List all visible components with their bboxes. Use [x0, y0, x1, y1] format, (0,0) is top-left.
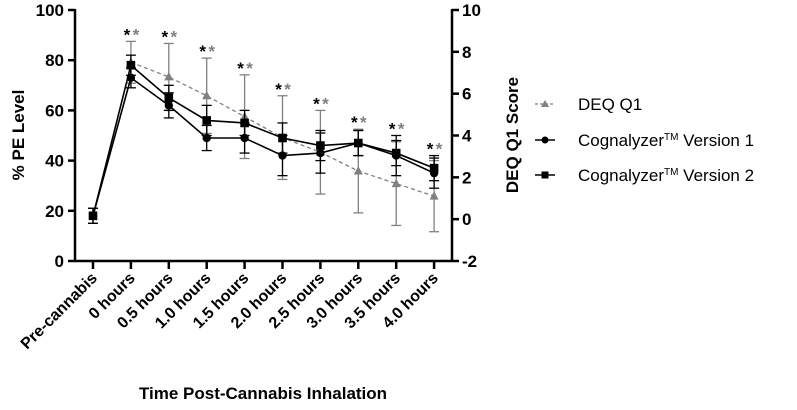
significance-marker: *: [284, 80, 291, 99]
legend-item-deq: DEQ Q1: [535, 95, 642, 114]
significance-marker: *: [398, 120, 405, 139]
triangle-marker-icon: [541, 100, 549, 107]
series-circle: [88, 67, 440, 225]
legend-label: CognalyzerTM Version 1: [578, 131, 754, 150]
legend-item-version-1: CognalyzerTM Version 1: [535, 131, 754, 150]
legend-label: DEQ Q1: [578, 95, 642, 114]
y-tick-label-right: 10: [462, 1, 481, 20]
y-axis-label: % PE Level: [9, 90, 28, 181]
significance-marker: *: [275, 80, 282, 99]
significance-marker: *: [199, 42, 206, 61]
legend: DEQ Q1 CognalyzerTM Version 1 Cognalyzer…: [535, 95, 754, 185]
x-axis-label: Time Post-Cannabis Inhalation: [139, 384, 387, 403]
data-point: [316, 141, 325, 150]
significance-marker: *: [313, 94, 320, 113]
y-tick-label-right: 0: [462, 210, 471, 229]
y-tick-label-right: 6: [462, 85, 471, 104]
data-point: [278, 133, 287, 143]
series-square: [88, 54, 440, 225]
significance-marker: *: [246, 59, 253, 78]
data-point: [202, 90, 212, 100]
y-tick-label-right: -2: [462, 252, 477, 271]
data-point: [202, 116, 211, 125]
data-point: [164, 71, 174, 81]
y-tick-label: 0: [55, 252, 64, 271]
circle-marker-icon: [541, 136, 549, 144]
y-tick-label: 60: [45, 101, 64, 120]
data-point: [429, 191, 439, 200]
y-tick-label: 20: [45, 202, 64, 221]
data-point: [391, 178, 401, 188]
series-line: [92, 63, 435, 217]
data-point: [354, 138, 363, 148]
significance-marker: *: [133, 25, 140, 44]
data-point: [126, 60, 136, 70]
significance-marker: *: [208, 42, 215, 61]
y-axis-label-right: DEQ Q1 Score: [503, 77, 522, 193]
data-point: [391, 148, 401, 158]
data-point: [88, 211, 98, 221]
series-line: [92, 76, 435, 217]
y-tick-label: 40: [45, 152, 64, 171]
significance-marker: *: [427, 140, 434, 159]
significance-marker: *: [389, 120, 396, 139]
y-tick-label: 80: [45, 51, 64, 70]
legend-label: CognalyzerTM Version 2: [578, 166, 754, 185]
significance-marker: *: [170, 27, 177, 46]
significance-marker: *: [436, 140, 443, 159]
significance-marker: *: [351, 113, 358, 132]
y-tick-label-right: 2: [462, 168, 471, 187]
significance-marker: *: [322, 94, 329, 113]
data-point: [353, 166, 363, 175]
data-point: [164, 93, 174, 103]
y-tick-label-right: 4: [462, 127, 472, 146]
significance-marker: *: [360, 113, 367, 132]
square-marker-icon: [541, 171, 549, 179]
significance-marker: *: [124, 25, 131, 44]
significance-marker: *: [161, 27, 168, 46]
legend-item-version-2: CognalyzerTM Version 2: [535, 166, 754, 185]
significance-marker: *: [237, 59, 244, 78]
data-point: [240, 118, 249, 128]
y-tick-label-right: 8: [462, 43, 471, 62]
data-point: [429, 163, 439, 173]
y-tick-label: 100: [36, 1, 64, 20]
